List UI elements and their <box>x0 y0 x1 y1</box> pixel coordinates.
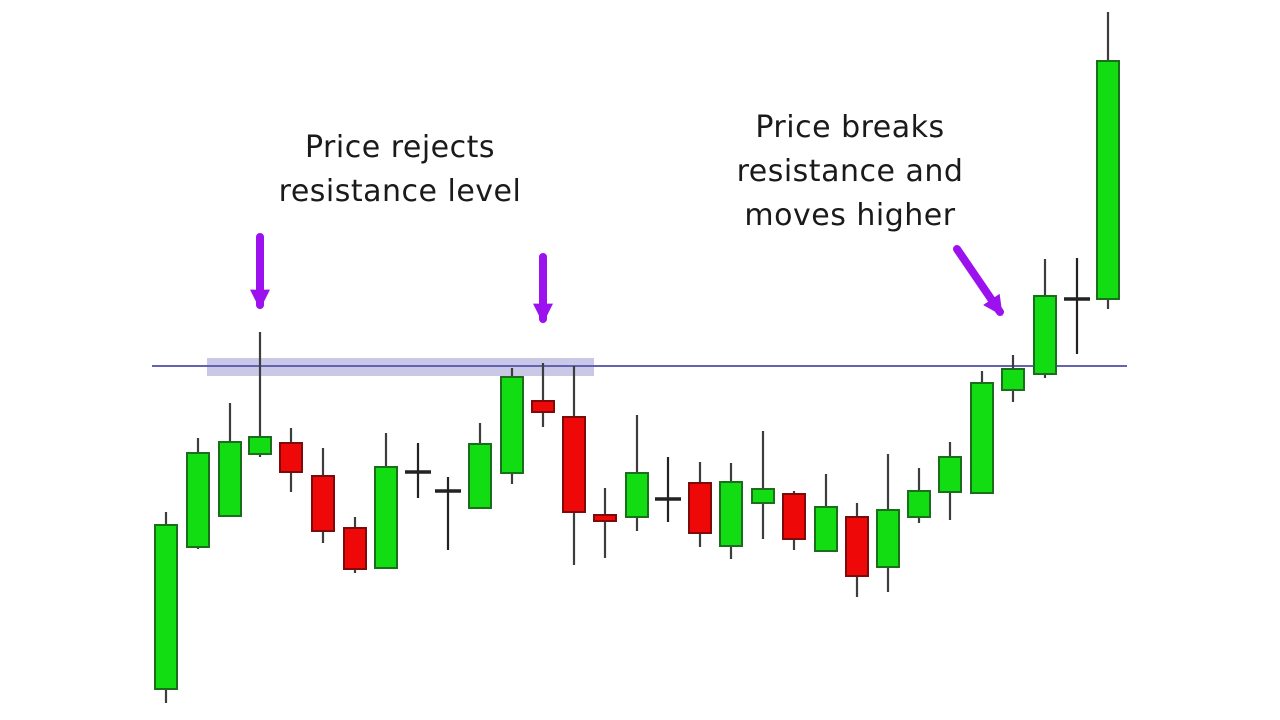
candle-down <box>845 516 869 577</box>
candle-up <box>719 481 743 547</box>
candle-up <box>218 441 242 517</box>
candle-up <box>907 490 931 518</box>
candle-up <box>751 488 775 504</box>
candle-down <box>782 493 806 540</box>
candle-up <box>500 376 524 474</box>
candle-down <box>343 527 367 570</box>
candle-down <box>688 482 712 534</box>
candle-up <box>186 452 210 548</box>
annotation-reject-label: Price rejects resistance level <box>278 130 522 209</box>
candle-up <box>876 509 900 568</box>
candle-up <box>814 506 838 552</box>
candle-up <box>468 443 492 509</box>
candle-down <box>531 400 555 413</box>
candle-down <box>593 514 617 522</box>
candle-up <box>374 466 398 569</box>
annotation-breakout-label: Price breaks resistance and moves higher <box>736 110 964 233</box>
candle-down <box>311 475 335 532</box>
candle-down <box>562 416 586 513</box>
candle-up <box>1001 368 1025 391</box>
candle-up <box>938 456 962 493</box>
candle-up <box>970 382 994 494</box>
candle-up <box>1096 60 1120 300</box>
candle-down <box>279 442 303 473</box>
candle-up <box>248 436 272 455</box>
candle-up <box>154 524 178 690</box>
candle-up <box>625 472 649 518</box>
breakout-arrow <box>953 245 1004 316</box>
candle-up <box>1033 295 1057 375</box>
